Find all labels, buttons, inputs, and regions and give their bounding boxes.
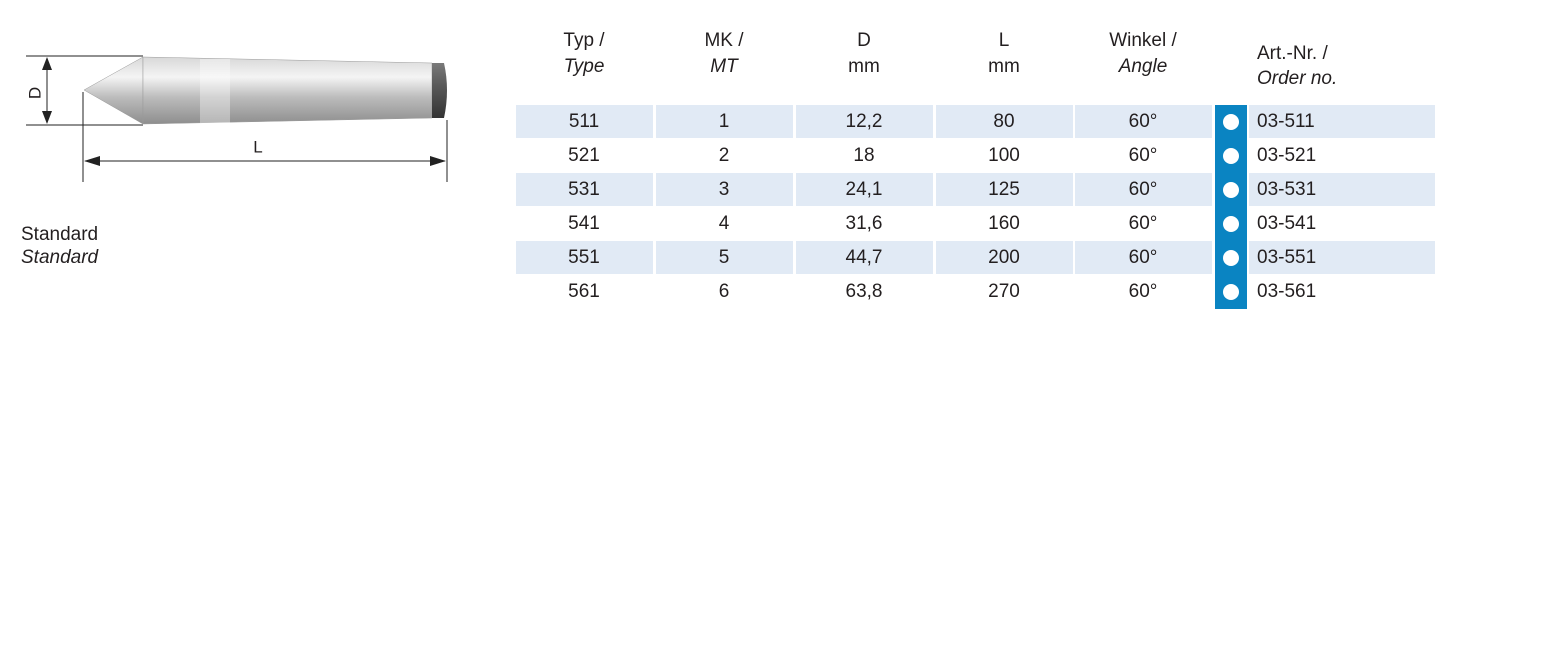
table-cell: 60° bbox=[1128, 213, 1158, 234]
column-header: Winkel / bbox=[1109, 30, 1177, 51]
dimension-label: D bbox=[25, 87, 44, 99]
table-cell: 2 bbox=[718, 145, 730, 166]
table-cell: 1 bbox=[718, 111, 730, 132]
table-cell: 125 bbox=[988, 179, 1020, 200]
table-cell: 531 bbox=[568, 179, 600, 200]
table-cell: 5 bbox=[718, 247, 730, 268]
column-header: Type bbox=[563, 56, 605, 77]
column-header: Typ / bbox=[563, 30, 605, 51]
column-header: MK / bbox=[704, 30, 744, 51]
availability-marker bbox=[1215, 139, 1247, 173]
table-cell: 80 bbox=[993, 111, 1015, 132]
row-shading bbox=[1075, 173, 1212, 206]
table-cell: 63,8 bbox=[845, 281, 883, 302]
table-cell: 60° bbox=[1128, 179, 1158, 200]
availability-marker bbox=[1215, 207, 1247, 241]
table-cell: 4 bbox=[718, 213, 730, 234]
column-header: L bbox=[998, 30, 1010, 51]
order-number: 03-521 bbox=[1257, 145, 1317, 166]
table-cell: 60° bbox=[1128, 111, 1158, 132]
table-cell: 561 bbox=[568, 281, 600, 302]
table-cell: 6 bbox=[718, 281, 730, 302]
order-number: 03-561 bbox=[1257, 281, 1317, 302]
row-shading bbox=[1075, 105, 1212, 138]
column-header: Order no. bbox=[1257, 68, 1338, 89]
table-cell: 12,2 bbox=[845, 111, 883, 132]
table-cell: 100 bbox=[988, 145, 1020, 166]
table-cell: 511 bbox=[568, 111, 600, 132]
availability-dot bbox=[1223, 114, 1239, 130]
availability-marker bbox=[1215, 105, 1247, 139]
column-header: D bbox=[857, 30, 871, 51]
row-shading bbox=[796, 173, 933, 206]
availability-marker bbox=[1215, 173, 1247, 207]
row-shading bbox=[516, 105, 653, 138]
caption-translation: Standard bbox=[21, 247, 99, 268]
table-cell: 3 bbox=[718, 179, 730, 200]
row-shading bbox=[936, 241, 1073, 274]
row-shading bbox=[516, 173, 653, 206]
availability-dot bbox=[1223, 182, 1239, 198]
table-cell: 60° bbox=[1128, 247, 1158, 268]
row-shading bbox=[1075, 241, 1212, 274]
table-cell: 60° bbox=[1128, 145, 1158, 166]
row-shading bbox=[1249, 105, 1435, 138]
order-number: 03-541 bbox=[1257, 213, 1317, 234]
availability-dot bbox=[1223, 148, 1239, 164]
table-cell: 541 bbox=[568, 213, 600, 234]
column-header: Angle bbox=[1118, 56, 1168, 77]
table-cell: 44,7 bbox=[845, 247, 883, 268]
availability-dot bbox=[1223, 250, 1239, 266]
order-number: 03-511 bbox=[1257, 111, 1315, 132]
tool-shape bbox=[83, 56, 447, 125]
availability-dot bbox=[1223, 216, 1239, 232]
table-cell: 160 bbox=[988, 213, 1020, 234]
availability-marker bbox=[1215, 275, 1247, 309]
column-header: MT bbox=[710, 56, 738, 77]
column-header: Art.-Nr. / bbox=[1257, 43, 1328, 64]
table-cell: 24,1 bbox=[845, 179, 883, 200]
table-cell: 18 bbox=[853, 145, 875, 166]
column-header: mm bbox=[848, 56, 880, 77]
table-cell: 31,6 bbox=[845, 213, 883, 234]
row-shading bbox=[796, 241, 933, 274]
row-shading bbox=[1249, 173, 1435, 206]
row-shading bbox=[516, 241, 653, 274]
caption: Standard bbox=[21, 224, 99, 245]
row-shading bbox=[1249, 241, 1435, 274]
row-shading bbox=[656, 105, 793, 138]
dead-center-drawing: D L bbox=[25, 55, 448, 182]
row-shading bbox=[936, 105, 1073, 138]
table-cell: 60° bbox=[1128, 281, 1158, 302]
table-cell: 270 bbox=[988, 281, 1020, 302]
row-shading bbox=[796, 105, 933, 138]
availability-dot bbox=[1223, 284, 1239, 300]
row-shading bbox=[656, 241, 793, 274]
order-number: 03-551 bbox=[1257, 247, 1317, 268]
column-header: mm bbox=[988, 56, 1020, 77]
availability-marker bbox=[1215, 241, 1247, 275]
dimension-lines bbox=[26, 55, 448, 182]
order-number: 03-531 bbox=[1257, 179, 1317, 200]
dimension-label: L bbox=[253, 137, 262, 156]
table-cell: 521 bbox=[568, 145, 600, 166]
table-cell: 551 bbox=[568, 247, 600, 268]
row-shading bbox=[656, 173, 793, 206]
row-shading bbox=[936, 173, 1073, 206]
table-cell: 200 bbox=[988, 247, 1020, 268]
